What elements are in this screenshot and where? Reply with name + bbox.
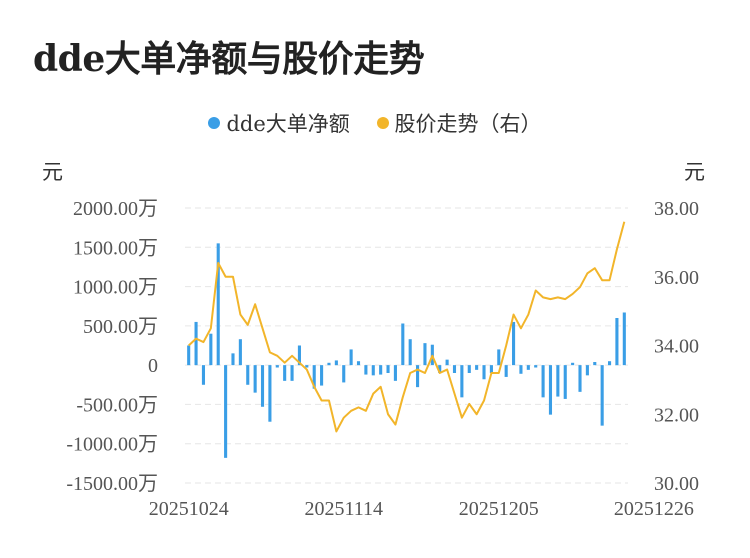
dde-bar[interactable] [607,361,612,366]
dde-bar[interactable] [526,365,530,370]
dde-bar[interactable] [622,312,626,366]
left-tick-label: 2000.00万 [73,198,158,220]
dde-bar[interactable] [275,365,279,368]
dde-bar[interactable] [475,365,479,370]
dde-bar[interactable] [379,365,383,375]
right-axis-unit: 元 [684,160,705,184]
dde-bar[interactable] [489,365,493,373]
dde-bar[interactable] [312,365,316,389]
right-tick-label: 30.00 [654,473,699,495]
left-tick-label: 1000.00万 [73,277,158,299]
dde-bar[interactable] [260,365,265,407]
x-axis-ticks: 20251024 20251114 20251205 20251226 [149,498,694,520]
dde-bar[interactable] [467,365,471,373]
price-line [188,221,626,433]
dde-bar[interactable] [386,365,390,373]
dde-bar[interactable] [497,349,501,366]
price-polyline[interactable] [188,221,626,433]
dde-bar[interactable] [615,318,619,366]
dde-bar[interactable] [231,353,235,366]
dde-bar[interactable] [460,365,464,398]
right-axis-ticks: 38.00 36.00 34.00 32.00 30.00 [654,198,699,495]
x-tick-label: 20251114 [304,498,383,520]
dde-bar[interactable] [571,362,575,366]
dde-bar[interactable] [438,365,442,373]
dde-bar[interactable] [224,365,228,458]
legend-marker-dde [208,117,221,129]
legend-label-dde: dde大单净额 [226,112,350,136]
dde-bar[interactable] [253,365,257,393]
dde-bar[interactable] [327,362,331,366]
x-tick-label: 20251226 [614,498,694,520]
left-tick-label: -500.00万 [76,394,158,416]
dde-bar[interactable] [334,360,338,366]
dde-bar[interactable] [423,343,427,366]
dde-bar[interactable] [283,365,287,381]
dde-bar[interactable] [452,365,457,373]
dde-bar[interactable] [371,365,375,376]
dde-bar[interactable] [504,365,508,377]
dde-bar[interactable] [209,333,213,366]
dde-bar[interactable] [445,359,449,366]
left-tick-label: -1500.00万 [66,473,158,495]
dde-bar[interactable] [578,365,582,392]
right-tick-label: 34.00 [654,336,699,358]
legend-marker-price [376,117,389,129]
dde-bar[interactable] [320,365,324,386]
dde-bar[interactable] [585,365,589,376]
dde-bar[interactable] [563,365,567,399]
dde-bar[interactable] [541,365,545,398]
left-axis-ticks: 2000.00万 1500.00万 1000.00万 500.00万 0 -500.00万… [66,198,158,495]
legend-item-dde[interactable]: dde大单净额 [208,108,350,138]
dde-bars [187,243,626,458]
legend-item-price[interactable]: 股价走势（右） [376,108,542,138]
left-tick-label: 500.00万 [83,316,158,338]
x-tick-label: 20251024 [149,498,229,520]
dde-bar[interactable] [393,365,397,381]
dde-bar[interactable] [246,365,250,385]
grid-lines [185,207,628,484]
dde-bar[interactable] [238,339,242,366]
dde-bar[interactable] [401,323,405,366]
right-tick-label: 32.00 [654,404,699,426]
dde-bar[interactable] [290,365,294,381]
dde-bar[interactable] [600,365,604,426]
dde-bar[interactable] [534,365,538,368]
dde-bar[interactable] [548,365,553,415]
left-axis-unit: 元 [42,160,63,184]
left-tick-label: 1500.00万 [73,237,158,259]
dde-bar[interactable] [519,365,523,374]
left-tick-label: -1000.00万 [66,434,158,456]
x-tick-label: 20251205 [459,498,539,520]
dde-bar[interactable] [297,345,301,366]
chart-title: dde大单净额与股价走势 [33,38,425,80]
dde-bar[interactable] [201,365,206,385]
dde-bar[interactable] [408,339,412,366]
right-tick-label: 36.00 [654,267,699,289]
dde-bar[interactable] [194,321,198,366]
dde-bar[interactable] [356,361,361,366]
dde-bar[interactable] [482,365,486,380]
dde-bar[interactable] [416,365,420,388]
dde-bar[interactable] [556,365,560,397]
left-tick-label: 0 [148,355,158,377]
dde-bar[interactable] [268,365,272,422]
dde-bar[interactable] [593,362,597,366]
dde-bar[interactable] [187,345,191,366]
dde-bar[interactable] [364,365,368,375]
right-tick-label: 38.00 [654,198,699,220]
dde-bar[interactable] [305,365,309,368]
dde-bar[interactable] [349,349,353,366]
dde-bar[interactable] [342,365,346,383]
dde-bar[interactable] [216,243,220,366]
dde-bar[interactable] [512,321,516,366]
legend: dde大单净额 股价走势（右） [0,108,750,138]
legend-label-price: 股价走势（右） [394,112,542,136]
